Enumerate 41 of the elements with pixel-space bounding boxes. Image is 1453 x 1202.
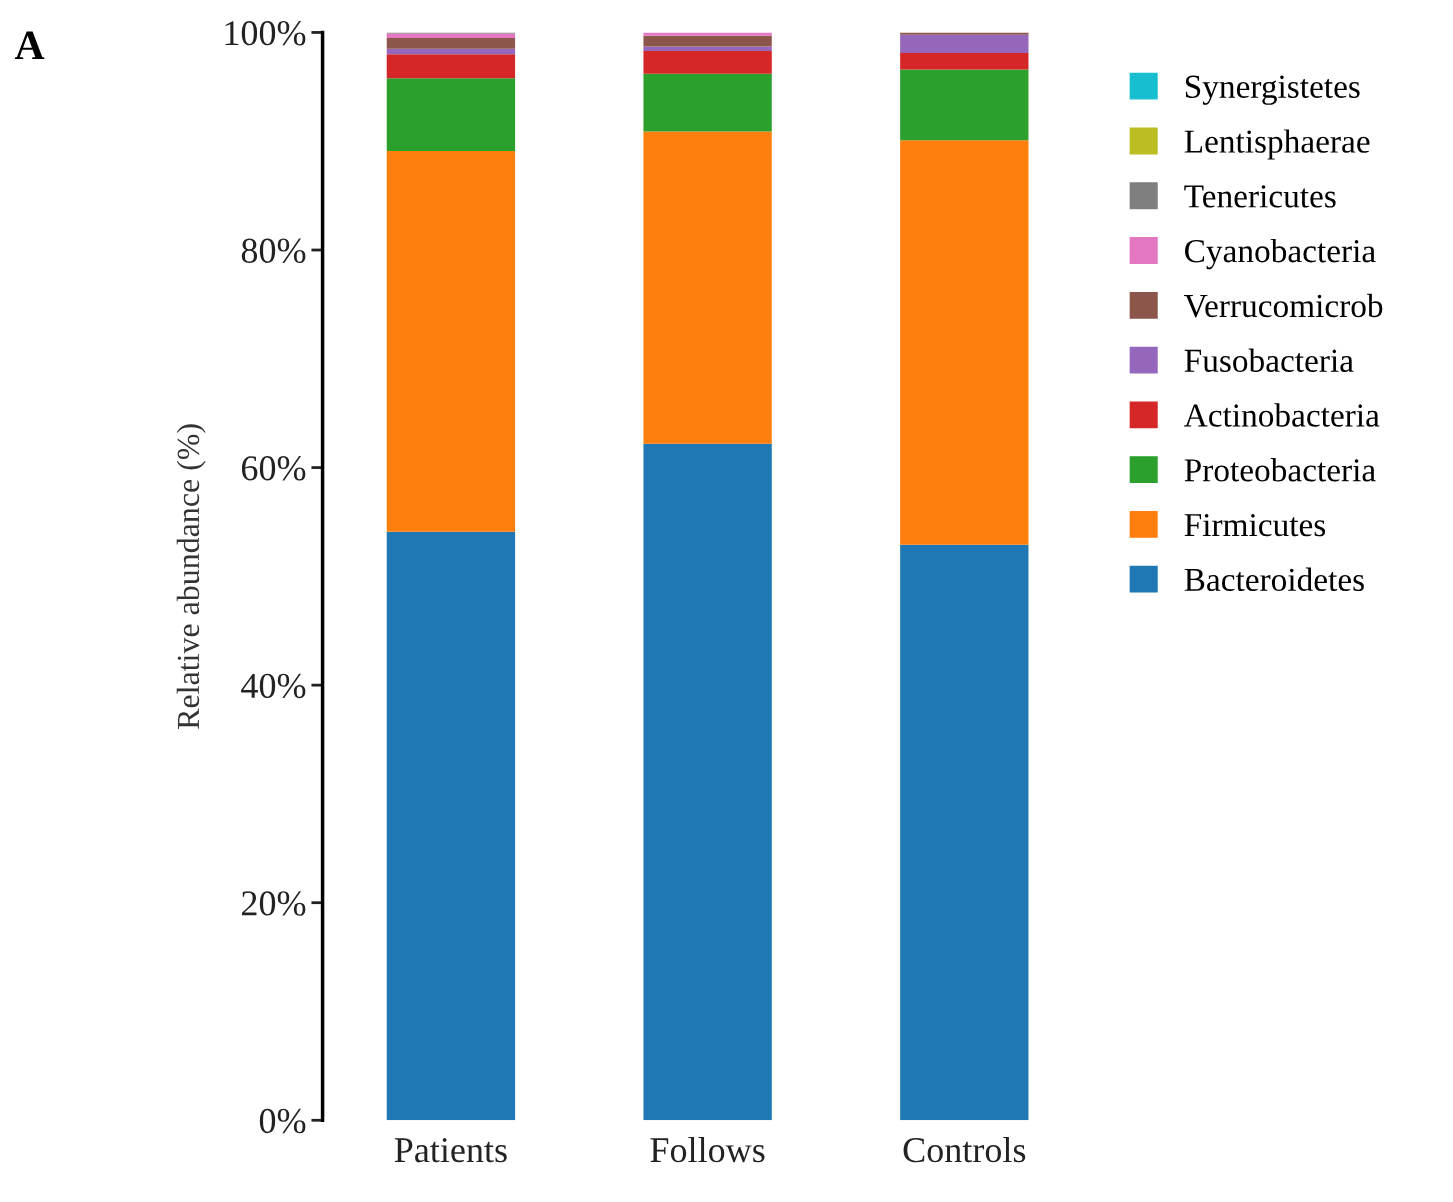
bar <box>386 151 516 532</box>
bar <box>386 37 516 49</box>
legend-label: Actinobacteria <box>1184 403 1380 427</box>
bar <box>900 53 1029 70</box>
bar <box>900 34 1029 54</box>
legend-label: Tenericutes <box>1184 185 1336 208</box>
bar <box>643 35 772 47</box>
legend-label: Bacteroidetes <box>1184 567 1364 592</box>
bar <box>643 50 772 74</box>
bar <box>386 48 516 55</box>
y-tick-label: 20% <box>241 891 306 916</box>
bar <box>900 32 1029 35</box>
legend-label: Cyanobacteria <box>1185 238 1376 270</box>
bar <box>900 140 1029 545</box>
y-tick-label: 100% <box>225 20 306 46</box>
legend-label: Firmicutes <box>1184 513 1326 537</box>
y-tick-label: 40% <box>241 673 306 699</box>
bar <box>643 32 772 36</box>
text: A <box>14 31 45 59</box>
legend-label: Proteobacteria <box>1184 458 1376 482</box>
bar <box>386 33 516 38</box>
y-tick-label: 0% <box>259 1108 306 1134</box>
x-tick-label: Patients <box>394 1138 507 1163</box>
bar <box>643 46 772 51</box>
bar <box>643 131 772 444</box>
y-tick-label: 80% <box>241 238 306 264</box>
legend-label: Fusobacteria <box>1184 348 1354 373</box>
legend-label: Synergistetes <box>1185 75 1360 105</box>
bar <box>386 531 516 1121</box>
bar <box>643 73 772 132</box>
legend-label: Lentisphaerae <box>1184 129 1370 160</box>
bar <box>900 69 1029 141</box>
bar <box>643 443 772 1121</box>
bar <box>900 544 1029 1121</box>
y-tick-label: 60% <box>241 456 306 481</box>
x-tick-label: Follows <box>650 1136 765 1163</box>
legend-label: Verrucomicrob <box>1184 293 1383 318</box>
x-tick-label: Controls <box>903 1136 1026 1163</box>
bar <box>386 54 516 79</box>
y-axis-title: Relative abundance (%) <box>176 424 206 729</box>
bar <box>386 78 516 152</box>
